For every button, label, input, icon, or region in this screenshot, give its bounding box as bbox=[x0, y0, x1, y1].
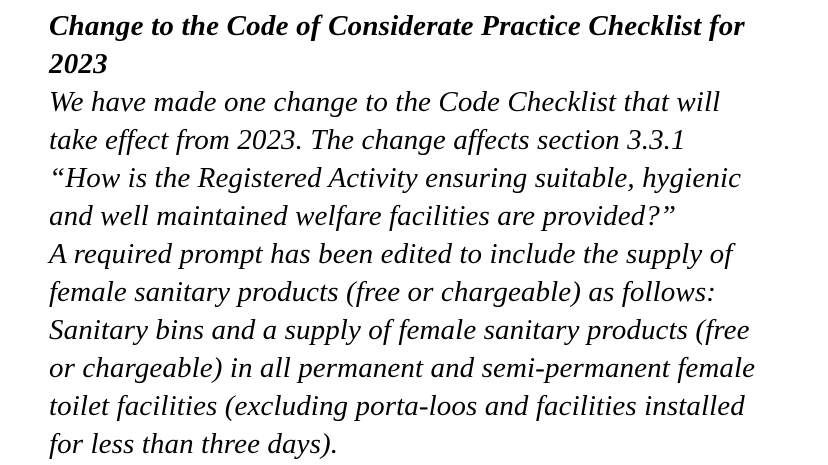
paragraph-line: We have made one change to the Code Chec… bbox=[49, 86, 721, 118]
paragraph-line: and well maintained welfare facilities a… bbox=[49, 200, 677, 232]
paragraph-line: toilet facilities (excluding porta-loos … bbox=[49, 390, 745, 422]
heading-line: Change to the Code of Considerate Practi… bbox=[49, 10, 745, 42]
paragraph-line: take effect from 2023. The change affect… bbox=[49, 124, 686, 156]
paragraph-line: A required prompt has been edited to inc… bbox=[49, 238, 733, 270]
paragraph-line: female sanitary products (free or charge… bbox=[49, 276, 716, 308]
paragraph-line: or chargeable) in all permanent and semi… bbox=[49, 352, 756, 384]
paragraph-line: for less than three days). bbox=[49, 428, 339, 460]
document-paragraph: We have made one change to the Code Chec… bbox=[49, 83, 798, 463]
paragraph-line: Sanitary bins and a supply of female san… bbox=[49, 314, 750, 346]
heading-line: 2023 bbox=[49, 48, 108, 80]
document-heading: Change to the Code of Considerate Practi… bbox=[49, 7, 798, 83]
paragraph-line: “How is the Registered Activity ensuring… bbox=[49, 162, 742, 194]
